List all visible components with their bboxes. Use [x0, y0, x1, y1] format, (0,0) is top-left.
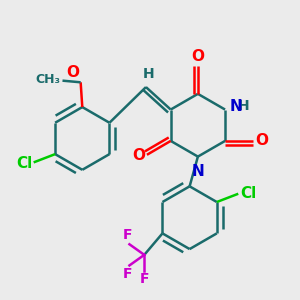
- Text: O: O: [255, 134, 268, 148]
- Text: F: F: [140, 272, 149, 286]
- Text: Cl: Cl: [240, 186, 256, 201]
- Text: Cl: Cl: [16, 155, 32, 170]
- Text: O: O: [191, 49, 204, 64]
- Text: F: F: [123, 228, 133, 242]
- Text: CH₃: CH₃: [36, 74, 61, 86]
- Text: N: N: [230, 99, 243, 114]
- Text: N: N: [191, 164, 204, 179]
- Text: H: H: [143, 67, 154, 81]
- Text: O: O: [132, 148, 145, 163]
- Text: H: H: [238, 99, 249, 112]
- Text: O: O: [66, 65, 79, 80]
- Text: F: F: [123, 267, 133, 281]
